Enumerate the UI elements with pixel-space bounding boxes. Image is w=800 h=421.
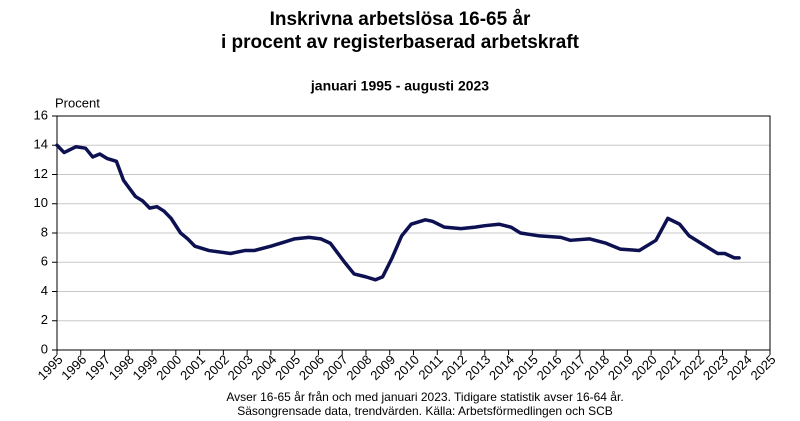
chart-subtitle: januari 1995 - augusti 2023: [310, 78, 489, 94]
x-tick-label: 1995: [34, 352, 65, 383]
x-tick-label: 1997: [82, 352, 113, 383]
x-tick-label: 1999: [130, 352, 161, 383]
x-tick-label: 2005: [272, 352, 303, 383]
y-tick-label: 0: [41, 341, 48, 356]
x-tick-label: 2015: [510, 352, 541, 383]
y-tick-label: 6: [41, 254, 48, 269]
y-axis-label: Procent: [55, 95, 100, 110]
x-tick-label: 2009: [367, 352, 398, 383]
x-tick-label: 2013: [462, 352, 493, 383]
x-tick-label: 2004: [248, 352, 279, 383]
x-tick-label: 2003: [225, 352, 256, 383]
y-tick-label: 14: [34, 137, 48, 152]
x-tick-label: 2021: [652, 352, 683, 383]
x-tick-label: 1998: [106, 352, 137, 383]
x-tick-label: 2012: [439, 352, 470, 383]
y-tick-label: 12: [34, 166, 48, 181]
x-tick-label: 2010: [391, 352, 422, 383]
x-tick-label: 2002: [201, 352, 232, 383]
note: Säsongrensade data, trendvärden. Källa: …: [237, 404, 613, 418]
note: Avser 16-65 år från och med januari 2023…: [226, 390, 623, 404]
x-tick-label: 2023: [700, 352, 731, 383]
y-tick-label: 2: [41, 312, 48, 327]
x-tick-label: 2022: [676, 352, 707, 383]
y-tick-label: 8: [41, 224, 48, 239]
chart-title: Inskrivna arbetslösa 16-65 år: [270, 9, 531, 30]
x-tick-label: 2008: [343, 352, 374, 383]
x-tick-label: 2014: [486, 352, 517, 383]
y-tick-label: 4: [41, 283, 48, 298]
x-tick-label: 2001: [177, 352, 208, 383]
x-tick-label: 2019: [605, 352, 636, 383]
x-tick-label: 2007: [320, 352, 351, 383]
x-tick-label: 2017: [557, 352, 588, 383]
x-tick-label: 2000: [153, 352, 184, 383]
y-tick-label: 10: [34, 195, 48, 210]
x-tick-label: 2011: [415, 352, 445, 382]
data-line: [55, 143, 741, 282]
x-tick-label: 2018: [581, 352, 612, 383]
x-tick-label: 2024: [724, 352, 755, 383]
x-tick-label: 2006: [296, 352, 327, 383]
x-tick-label: 1996: [58, 352, 89, 383]
chart-title: i procent av registerbaserad arbetskraft: [221, 32, 580, 53]
x-tick-label: 2025: [747, 352, 778, 383]
x-tick-label: 2016: [534, 352, 565, 383]
x-tick-label: 2020: [629, 352, 660, 383]
y-tick-label: 16: [34, 107, 48, 122]
